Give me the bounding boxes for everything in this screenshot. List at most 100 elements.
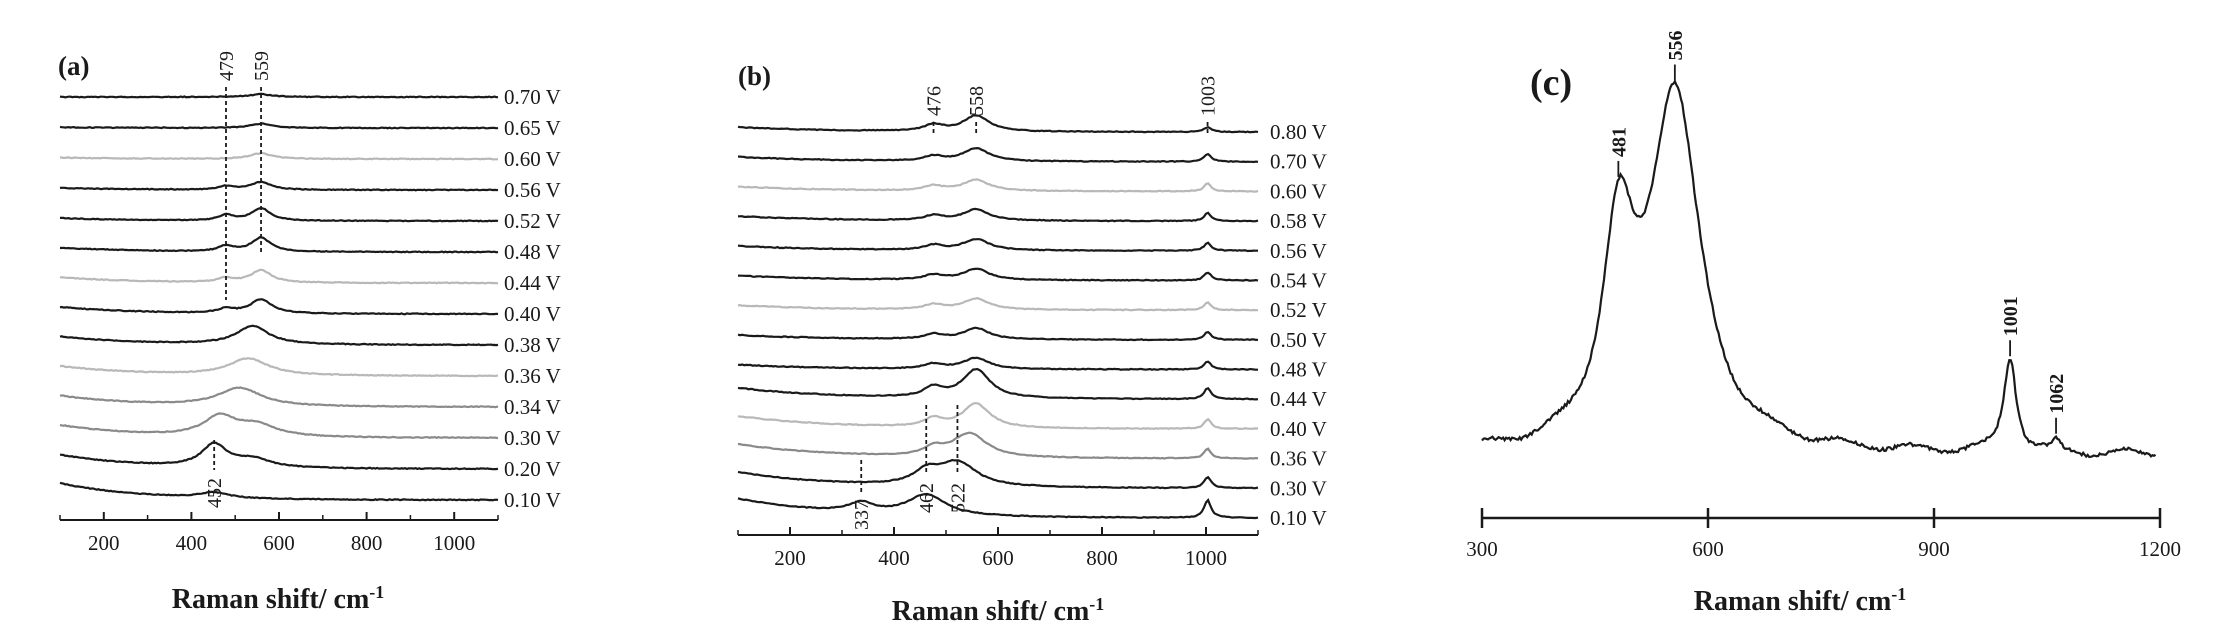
voltage-label-0-54-v: 0.54 V <box>1270 268 1327 292</box>
voltage-label-0-60-v: 0.60 V <box>504 147 561 171</box>
voltage-label-0-30-v: 0.30 V <box>504 426 561 450</box>
peak-label-452: 452 <box>204 478 226 508</box>
panel-b: (b) 476 558 1003 337 462 522 0.80 V 0.70 V 0.60… <box>737 61 1327 622</box>
voltage-label-0-80-v: 0.80 V <box>1270 120 1327 144</box>
x-tick-label-1000: 1000 <box>1185 546 1227 570</box>
spectrum-a-0-60-v <box>60 151 499 161</box>
x-tick-label-600: 600 <box>1692 537 1724 561</box>
spectrum-b-0-30-v <box>737 458 1259 490</box>
peak-label-556: 556 <box>1665 31 1687 61</box>
voltage-label-0-34-v: 0.34 V <box>504 395 561 419</box>
x-tick-label-800: 800 <box>1086 546 1118 570</box>
spectrum-b-0-48-v <box>737 356 1258 371</box>
voltage-label-0-52-v: 0.52 V <box>504 209 561 233</box>
peak-label-558: 558 <box>966 86 988 116</box>
panel-c: (c) 481 556 1001 1062 300 600 900 1200 Raman s… <box>1466 31 2181 617</box>
spectrum-b-0-58-v <box>738 207 1259 223</box>
x-tick-label-600: 600 <box>982 546 1014 570</box>
spectra-b <box>737 114 1259 520</box>
voltage-label-0-40-v: 0.40 V <box>1270 417 1327 441</box>
spectrum-b-0-10-v <box>737 492 1259 520</box>
peak-label-559: 559 <box>251 51 273 81</box>
x-axis-title-b: Raman shift/ cm-1 <box>892 594 1105 622</box>
spectrum-a-0-34-v <box>59 386 499 409</box>
spectrum-b-0-56-v <box>737 238 1259 253</box>
spectrum-b-0-36-v <box>738 431 1259 460</box>
spectrum-c <box>1481 79 2157 459</box>
peak-label-476: 476 <box>924 86 946 116</box>
voltage-label-0-44-v: 0.44 V <box>1270 387 1327 411</box>
voltage-labels-a: 0.70 V 0.65 V 0.60 V 0.56 V 0.52 V 0.48 V 0.44… <box>504 85 561 512</box>
peak-markers-a: 479 559 452 <box>204 51 273 508</box>
panel-label-a: (a) <box>58 51 89 81</box>
spectrum-a-0-20-v <box>59 441 499 471</box>
peak-label-1062: 1062 <box>2046 374 2068 414</box>
voltage-label-0-36-v: 0.36 V <box>504 364 561 388</box>
spectrum-a-0-44-v <box>59 268 498 285</box>
spectrum-b-0-40-v <box>737 401 1259 431</box>
x-tick-label-300: 300 <box>1466 537 1498 561</box>
voltage-label-0-30-v: 0.30 V <box>1270 476 1327 500</box>
voltage-label-0-38-v: 0.38 V <box>504 333 561 357</box>
spectrum-a-0-56-v <box>59 180 499 192</box>
voltage-label-0-20-v: 0.20 V <box>504 457 561 481</box>
voltage-label-0-48-v: 0.48 V <box>1270 358 1327 382</box>
voltage-label-0-56-v: 0.56 V <box>1270 239 1327 263</box>
spectrum-a-0-40-v <box>59 298 499 316</box>
voltage-label-0-52-v: 0.52 V <box>1270 298 1327 322</box>
voltage-label-0-70-v: 0.70 V <box>504 85 561 109</box>
panel-label-b: (b) <box>738 61 771 91</box>
x-tick-label-400: 400 <box>176 531 208 555</box>
panel-a: (a) 479 559 452 0.70 V 0.65 V 0.60 V 0.56 V 0.… <box>58 51 561 615</box>
x-tick-label-1200: 1200 <box>2139 537 2181 561</box>
spectrum-b-0-60-v <box>737 178 1259 193</box>
x-ticks-b: 200 400 600 800 1000 <box>737 527 1259 570</box>
voltage-label-0-50-v: 0.50 V <box>1270 328 1327 352</box>
peak-label-479: 479 <box>216 51 238 81</box>
spectrum-b-0-44-v <box>737 367 1259 401</box>
x-tick-label-200: 200 <box>88 531 120 555</box>
voltage-label-0-10-v: 0.10 V <box>1270 506 1327 530</box>
spectrum-a-0-36-v <box>59 357 499 378</box>
peak-label-462: 462 <box>916 483 938 513</box>
voltage-label-0-40-v: 0.40 V <box>504 302 561 326</box>
spectrum-a-0-65-v <box>59 122 499 130</box>
spectrum-b-0-54-v <box>737 267 1259 282</box>
spectrum-a-0-52-v <box>60 206 499 223</box>
x-ticks-a: 200 400 600 800 1000 <box>59 512 499 555</box>
x-tick-label-200: 200 <box>774 546 806 570</box>
peak-label-337: 337 <box>851 500 873 530</box>
spectrum-a-0-10-v <box>59 481 499 502</box>
voltage-label-0-70-v: 0.70 V <box>1270 150 1327 174</box>
voltage-label-0-58-v: 0.58 V <box>1270 209 1327 233</box>
spectrum-b-0-52-v <box>737 296 1258 312</box>
voltage-label-0-65-v: 0.65 V <box>504 116 561 140</box>
spectrum-b-0-70-v <box>737 146 1259 164</box>
voltage-label-0-36-v: 0.36 V <box>1270 447 1327 471</box>
spectrum-a-0-38-v <box>59 324 499 347</box>
spectrum-a-0-30-v <box>59 412 499 440</box>
x-axis-title-c: Raman shift/ cm-1 <box>1694 584 1907 617</box>
voltage-labels-b: 0.80 V 0.70 V 0.60 V 0.58 V 0.56 V 0.54 V 0.52… <box>1270 120 1327 530</box>
peak-label-1001: 1001 <box>2000 296 2022 336</box>
x-tick-label-400: 400 <box>878 546 910 570</box>
spectrum-a-0-48-v <box>59 236 499 254</box>
x-ticks-c: 300 600 900 1200 <box>1466 508 2181 561</box>
voltage-label-0-56-v: 0.56 V <box>504 178 561 202</box>
x-tick-label-1000: 1000 <box>433 531 475 555</box>
peak-label-1003: 1003 <box>1198 76 1220 116</box>
peak-label-481: 481 <box>1608 127 1630 157</box>
x-axis-title-a: Raman shift/ cm-1 <box>172 582 385 615</box>
spectrum-a-0-70-v <box>59 92 499 99</box>
panel-label-c: (c) <box>1530 62 1572 104</box>
spectra-a <box>59 92 499 502</box>
peak-label-522: 522 <box>947 483 969 513</box>
x-tick-label-900: 900 <box>1918 537 1950 561</box>
spectrum-b-0-80-v <box>737 114 1259 134</box>
voltage-label-0-48-v: 0.48 V <box>504 240 561 264</box>
voltage-label-0-60-v: 0.60 V <box>1270 179 1327 203</box>
peak-markers-c: 481 556 1001 1062 <box>1608 31 2068 434</box>
x-tick-label-600: 600 <box>263 531 295 555</box>
spectrum-c-line <box>1481 79 2157 459</box>
